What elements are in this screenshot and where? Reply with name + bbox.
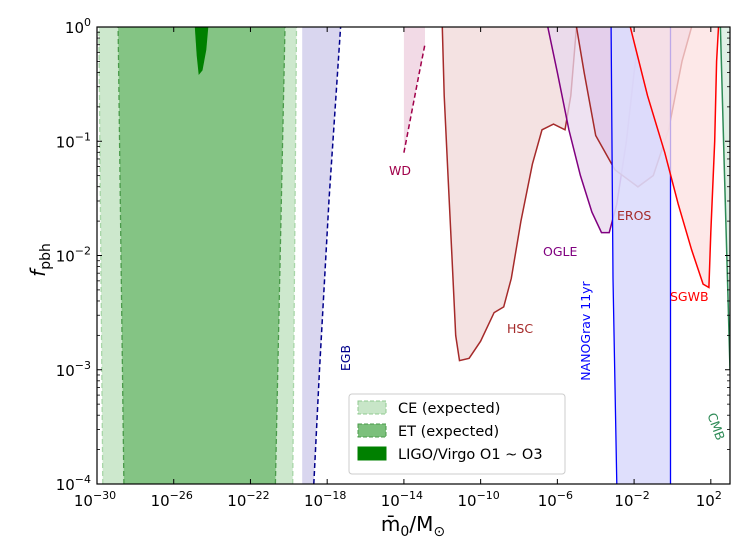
hsc-boundary	[441, 27, 578, 362]
cmb-label: CMB	[704, 411, 728, 443]
legend-box	[348, 393, 566, 475]
y-tick-label: 10−4	[56, 473, 91, 494]
sgwb-label: SGWB	[670, 289, 709, 304]
x-tick-label: 10−26	[151, 489, 193, 510]
et-expected-right-edge	[274, 27, 286, 484]
legend-swatch-et-expected	[357, 423, 387, 438]
x-tick-label: 10−30	[74, 489, 116, 510]
legend-label-et-expected: ET (expected)	[398, 424, 499, 440]
y-tick-label: 10−3	[56, 359, 91, 380]
wd-region	[403, 27, 425, 153]
y-axis-label: fpbh	[26, 243, 54, 277]
sgwb-region	[630, 27, 719, 288]
legend: CE (expected) ET (expected) LIGO/Virgo O1 …	[348, 393, 566, 475]
et-expected-region	[118, 27, 285, 484]
nanograv-11yr-label: NANOGrav 11yr	[578, 280, 593, 380]
ce-expected-right-edge	[292, 27, 298, 484]
x-axis-label: m̄0/M⊙	[381, 512, 445, 540]
egb-label: EGB	[338, 345, 353, 371]
x-tick-label: 10−18	[304, 489, 346, 510]
egb-boundary	[313, 27, 342, 484]
legend-label-ce-expected: CE (expected)	[398, 401, 500, 417]
wd-boundary	[403, 43, 426, 153]
sgwb-boundary	[629, 27, 720, 289]
hsc-label: HSC	[507, 321, 533, 336]
egb-region	[302, 27, 341, 484]
y-tick-label: 100	[65, 16, 91, 37]
x-tick-label: 10−22	[227, 489, 269, 510]
et-expected-left-edge	[117, 27, 125, 484]
hsc-region	[442, 27, 577, 361]
eros-label: EROS	[617, 208, 651, 223]
legend-label-ligo-virgo-o1-o3: LIGO/Virgo O1 ~ O3	[398, 447, 543, 463]
nanograv-11yr-region	[611, 27, 671, 484]
wd-label: WD	[389, 163, 411, 178]
y-tick-label: 10−2	[56, 245, 91, 266]
x-tick-label: 10−10	[457, 489, 499, 510]
legend-swatch-ce-expected	[357, 400, 387, 415]
ogle-label: OGLE	[543, 244, 577, 259]
x-tick-label: 10−14	[381, 489, 423, 510]
y-tick-label: 10−1	[56, 130, 91, 151]
x-tick-label: 102	[696, 489, 722, 510]
x-tick-label: 10−2	[614, 489, 649, 510]
x-tick-label: 10−6	[538, 489, 573, 510]
ligo-virgo-o1-o3-region	[194, 27, 209, 75]
legend-swatch-ligo-virgo-o1-o3	[357, 446, 387, 461]
nanograv-11yr-left-edge	[610, 27, 618, 484]
